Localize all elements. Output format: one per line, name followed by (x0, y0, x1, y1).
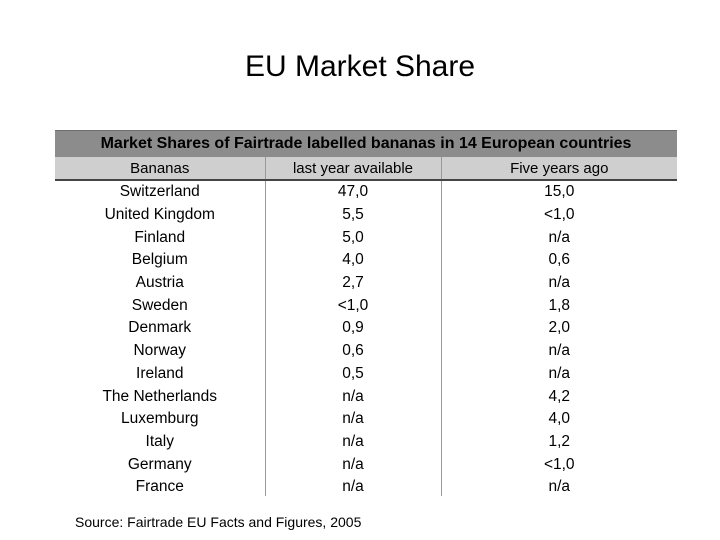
last-year-cell: n/a (264, 430, 441, 454)
table-row: United Kingdom 5,5 <1,0 (55, 203, 677, 227)
five-years-ago-cell: n/a (440, 475, 677, 496)
five-years-ago-cell: 0,6 (440, 249, 677, 272)
country-cell: Austria (135, 274, 184, 292)
country-cell: United Kingdom (104, 206, 215, 224)
five-years-ago-cell: <1,0 (440, 203, 677, 227)
table-row: France n/a n/a (55, 475, 677, 496)
table-row: Sweden <1,0 1,8 (55, 294, 677, 318)
last-year-cell: n/a (264, 475, 441, 496)
five-years-ago-cell: n/a (440, 271, 677, 295)
five-years-ago-cell: 15,0 (440, 180, 677, 204)
last-year-cell: 5,5 (264, 203, 441, 227)
country-cell: Switzerland (119, 183, 200, 201)
table-caption-row: Market Shares of Fairtrade labelled bana… (55, 130, 677, 157)
five-years-ago-cell: n/a (440, 226, 677, 250)
data-table: Market Shares of Fairtrade labelled bana… (55, 130, 677, 496)
column-header-last-year: last year available (264, 157, 441, 181)
country-cell: France (135, 478, 184, 496)
country-cell: Sweden (131, 296, 188, 314)
column-header-five-years-ago: Five years ago (440, 157, 677, 181)
market-share-table: Market Shares of Fairtrade labelled bana… (55, 130, 677, 496)
last-year-cell: 2,7 (264, 271, 441, 295)
table-header-row: Bananas last year available Five years a… (55, 157, 677, 181)
table-row: Finland 5,0 n/a (55, 226, 677, 250)
last-year-cell: 47,0 (264, 180, 441, 204)
country-cell: Italy (145, 432, 174, 450)
five-years-ago-cell: 1,8 (440, 294, 677, 318)
table-row: Luxemburg n/a 4,0 (55, 407, 677, 431)
last-year-cell: 0,6 (264, 339, 441, 363)
table-row: Ireland 0,5 n/a (55, 362, 677, 386)
country-cell: Belgium (131, 251, 188, 269)
last-year-cell: 0,5 (264, 362, 441, 386)
column-header-bananas: Bananas (55, 157, 265, 181)
five-years-ago-cell: n/a (440, 339, 677, 363)
table-row: The Netherlands n/a 4,2 (55, 385, 677, 408)
last-year-cell: 4,0 (264, 249, 441, 272)
source-note: Source: Fairtrade EU Facts and Figures, … (75, 514, 362, 530)
five-years-ago-cell: n/a (440, 362, 677, 386)
country-cell: Germany (127, 455, 192, 473)
five-years-ago-cell: <1,0 (440, 453, 677, 476)
table-row: Italy n/a 1,2 (55, 430, 677, 454)
table-row: Norway 0,6 n/a (55, 339, 677, 363)
five-years-ago-cell: 2,0 (440, 317, 677, 340)
last-year-cell: n/a (264, 407, 441, 431)
five-years-ago-cell: 1,2 (440, 430, 677, 454)
table-caption: Market Shares of Fairtrade labelled bana… (55, 130, 677, 157)
last-year-cell: 0,9 (264, 317, 441, 340)
table-row: Austria 2,7 n/a (55, 271, 677, 295)
country-cell: Luxemburg (120, 410, 199, 428)
slide-title: EU Market Share (244, 50, 476, 83)
country-cell: Finland (134, 228, 186, 246)
five-years-ago-cell: 4,2 (440, 385, 677, 408)
country-cell: Norway (133, 342, 187, 360)
last-year-cell: n/a (264, 385, 441, 408)
country-cell: The Netherlands (102, 387, 218, 405)
country-cell: Ireland (136, 364, 184, 382)
table-row: Denmark 0,9 2,0 (55, 317, 677, 340)
last-year-cell: 5,0 (264, 226, 441, 250)
table-row: Switzerland 47,0 15,0 (55, 180, 677, 204)
country-cell: Denmark (128, 319, 192, 337)
table-row: Belgium 4,0 0,6 (55, 249, 677, 272)
last-year-cell: n/a (264, 453, 441, 476)
last-year-cell: <1,0 (264, 294, 441, 318)
table-row: Germany n/a <1,0 (55, 453, 677, 476)
five-years-ago-cell: 4,0 (440, 407, 677, 431)
